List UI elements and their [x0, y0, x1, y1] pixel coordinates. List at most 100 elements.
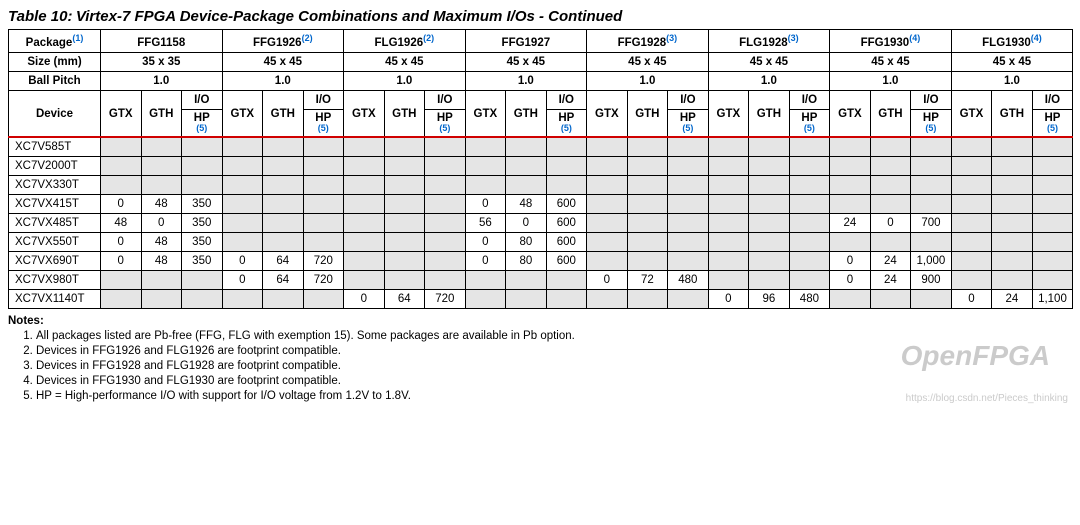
cell-6-7-0: [951, 252, 992, 271]
cell-5-6-2: [911, 233, 952, 252]
cell-4-6-2: 700: [911, 214, 952, 233]
cell-2-1-0: [222, 176, 263, 195]
table-head: Package(1)FFG1158FFG1926(2)FLG1926(2)FFG…: [9, 30, 1073, 138]
cell-2-0-0: [101, 176, 142, 195]
cell-0-5-2: [789, 137, 830, 157]
hdr-pkg-1: FFG1926(2): [222, 30, 344, 53]
cell-5-1-2: [303, 233, 344, 252]
cell-5-3-1: 80: [506, 233, 547, 252]
cell-6-2-2: [425, 252, 466, 271]
cell-5-7-0: [951, 233, 992, 252]
cell-3-3-2: 600: [546, 195, 587, 214]
cell-3-2-2: [425, 195, 466, 214]
cell-4-6-1: 0: [870, 214, 911, 233]
hdr-io-2: I/O: [425, 90, 466, 109]
cell-5-0-2: 350: [182, 233, 223, 252]
cell-1-2-2: [425, 157, 466, 176]
cell-5-1-1: [263, 233, 304, 252]
cell-8-4-0: [587, 290, 628, 309]
cell-2-4-2: [668, 176, 709, 195]
cell-0-4-2: [668, 137, 709, 157]
cell-0-7-1: [992, 137, 1033, 157]
cell-6-2-0: [344, 252, 385, 271]
hdr-pitch-4: 1.0: [587, 71, 709, 90]
note-3: Devices in FFG1928 and FLG1928 are footp…: [36, 359, 1072, 374]
cell-1-5-1: [749, 157, 790, 176]
cell-2-1-2: [303, 176, 344, 195]
note-5: HP = High-performance I/O with support f…: [36, 389, 1072, 404]
hdr-gth-1: GTH: [263, 90, 304, 137]
cell-3-7-2: [1032, 195, 1073, 214]
hdr-gtx-0: GTX: [101, 90, 142, 137]
cell-8-3-2: [546, 290, 587, 309]
cell-3-6-1: [870, 195, 911, 214]
cell-6-0-2: 350: [182, 252, 223, 271]
hdr-hp-1: HP(5): [303, 109, 344, 137]
fpga-package-table: Package(1)FFG1158FFG1926(2)FLG1926(2)FFG…: [8, 29, 1073, 309]
cell-0-5-0: [708, 137, 749, 157]
note-1: All packages listed are Pb-free (FFG, FL…: [36, 329, 1072, 344]
cell-5-4-1: [627, 233, 668, 252]
hdr-gtx-7: GTX: [951, 90, 992, 137]
note-2: Devices in FFG1926 and FLG1926 are footp…: [36, 344, 1072, 359]
hdr-gtx-3: GTX: [465, 90, 506, 137]
cell-1-3-0: [465, 157, 506, 176]
hdr-gth-0: GTH: [141, 90, 182, 137]
cell-1-4-2: [668, 157, 709, 176]
cell-0-6-1: [870, 137, 911, 157]
cell-4-2-2: [425, 214, 466, 233]
hdr-pitch-3: 1.0: [465, 71, 587, 90]
cell-2-2-0: [344, 176, 385, 195]
cell-2-2-1: [384, 176, 425, 195]
cell-7-5-0: [708, 271, 749, 290]
cell-6-5-0: [708, 252, 749, 271]
hdr-pitch-1: 1.0: [222, 71, 344, 90]
cell-3-2-1: [384, 195, 425, 214]
cell-1-0-0: [101, 157, 142, 176]
cell-0-7-2: [1032, 137, 1073, 157]
cell-5-3-2: 600: [546, 233, 587, 252]
cell-2-4-0: [587, 176, 628, 195]
cell-5-4-0: [587, 233, 628, 252]
cell-5-2-0: [344, 233, 385, 252]
cell-7-2-2: [425, 271, 466, 290]
cell-6-7-1: [992, 252, 1033, 271]
cell-1-3-2: [546, 157, 587, 176]
cell-4-4-1: [627, 214, 668, 233]
cell-2-6-0: [830, 176, 871, 195]
cell-3-5-2: [789, 195, 830, 214]
cell-1-6-1: [870, 157, 911, 176]
cell-4-5-1: [749, 214, 790, 233]
cell-8-0-1: [141, 290, 182, 309]
cell-8-2-1: 64: [384, 290, 425, 309]
cell-1-7-2: [1032, 157, 1073, 176]
cell-3-6-2: [911, 195, 952, 214]
device-name: XC7VX1140T: [9, 290, 101, 309]
hdr-io-3: I/O: [546, 90, 587, 109]
cell-5-5-1: [749, 233, 790, 252]
hdr-size-6: 45 x 45: [830, 52, 952, 71]
cell-6-6-2: 1,000: [911, 252, 952, 271]
cell-0-7-0: [951, 137, 992, 157]
hdr-pkg-3: FFG1927: [465, 30, 587, 53]
hdr-size-7: 45 x 45: [951, 52, 1073, 71]
cell-4-2-0: [344, 214, 385, 233]
title-prefix: Table 10:: [8, 8, 72, 25]
cell-7-1-2: 720: [303, 271, 344, 290]
cell-3-3-0: 0: [465, 195, 506, 214]
cell-2-6-1: [870, 176, 911, 195]
cell-4-5-2: [789, 214, 830, 233]
cell-8-5-0: 0: [708, 290, 749, 309]
cell-2-0-1: [141, 176, 182, 195]
cell-3-5-0: [708, 195, 749, 214]
cell-4-1-0: [222, 214, 263, 233]
cell-5-7-2: [1032, 233, 1073, 252]
notes-heading: Notes:: [8, 315, 1072, 327]
notes-list: All packages listed are Pb-free (FFG, FL…: [8, 329, 1072, 404]
cell-3-2-0: [344, 195, 385, 214]
cell-1-4-1: [627, 157, 668, 176]
cell-8-6-1: [870, 290, 911, 309]
hdr-size-2: 45 x 45: [344, 52, 466, 71]
hdr-gth-6: GTH: [870, 90, 911, 137]
hdr-size: Size (mm): [9, 52, 101, 71]
